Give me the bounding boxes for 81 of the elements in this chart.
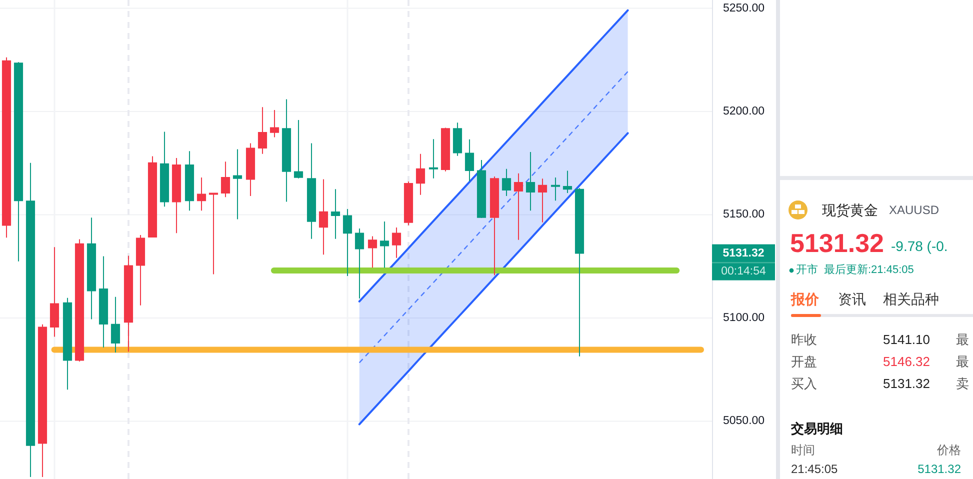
candlestick [110, 296, 120, 353]
candlestick [148, 156, 158, 238]
text: 5131.32 [918, 462, 962, 476]
candlestick [380, 221, 390, 268]
y-tick-label: 5050.00 [723, 415, 765, 428]
candlestick [526, 151, 536, 212]
text: 报价 [790, 291, 820, 307]
candlestick [306, 142, 316, 240]
candlestick [2, 56, 12, 238]
candlestick [124, 255, 134, 352]
candlestick [502, 168, 512, 196]
candlestick [330, 188, 340, 240]
y-tick-label: 5250.00 [723, 2, 765, 14]
candlestick [62, 297, 72, 390]
text: 5131.32 [790, 228, 884, 258]
text: 资讯 [838, 291, 866, 307]
text: 交易明细 [790, 420, 843, 436]
candlestick [514, 172, 524, 240]
candlestick [318, 178, 328, 256]
y-tick-label: 5100.00 [723, 312, 765, 324]
text: 5131.32 [722, 247, 764, 260]
candlestick [86, 217, 96, 320]
candlestick [38, 324, 48, 478]
candlestick [550, 177, 560, 202]
text: 5131.32 [883, 376, 930, 390]
candlestick [490, 176, 500, 276]
text: 5141.10 [883, 332, 930, 346]
text: 最 [956, 332, 969, 346]
candlestick [440, 127, 450, 172]
candlestick [368, 236, 378, 268]
candlestick [50, 246, 60, 338]
candlestick [282, 98, 292, 202]
candlestick [428, 138, 438, 179]
text: 开市 [796, 263, 818, 276]
candlestick [354, 228, 364, 300]
candlestick [342, 208, 352, 277]
text: 5146.32 [883, 354, 930, 368]
line-series [358, 9, 629, 302]
candlestick [270, 110, 280, 138]
candlestick [464, 138, 474, 182]
line-series [358, 132, 629, 426]
candlestick [562, 170, 572, 194]
candlestick [392, 227, 402, 258]
candlestick [196, 177, 206, 212]
candlestick [404, 180, 414, 226]
text: 21:45:05 [791, 462, 838, 476]
candlestick [246, 142, 256, 196]
candlestick [574, 188, 584, 357]
candlestick [538, 178, 548, 223]
candlestick [416, 153, 426, 196]
text: -9.78 (-0. [891, 238, 948, 254]
candlestick [160, 131, 170, 208]
candlestick [184, 150, 194, 212]
line-series [358, 71, 628, 364]
y-tick-label: 5150.00 [723, 208, 765, 221]
candlestick [220, 161, 230, 198]
text: 相关品种 [883, 291, 939, 307]
y-tick-label: 5200.00 [723, 105, 765, 118]
candlestick [26, 162, 36, 478]
candlestick [232, 148, 242, 220]
text: XAUUSD [889, 203, 940, 217]
candlestick [452, 122, 462, 156]
candlestick [294, 119, 304, 179]
candlestick [136, 234, 146, 306]
candlestick [258, 106, 268, 154]
candlestick [74, 238, 84, 362]
text: 最后更新:21:45:05 [824, 263, 914, 276]
candlestick [208, 192, 218, 275]
text: 卖 [956, 376, 969, 390]
candlestick [172, 157, 182, 234]
text: 价格 [936, 443, 961, 457]
text: 最 [956, 354, 969, 368]
candlestick [98, 256, 108, 348]
text: 开盘 [791, 354, 817, 368]
candlestick [14, 62, 24, 262]
text: 昨收 [791, 332, 817, 346]
text: 买入 [791, 376, 817, 390]
candlestick [476, 160, 486, 219]
text: 时间 [791, 443, 815, 457]
text: 现货黄金 [822, 202, 878, 218]
text: 00:14:54 [721, 265, 766, 278]
